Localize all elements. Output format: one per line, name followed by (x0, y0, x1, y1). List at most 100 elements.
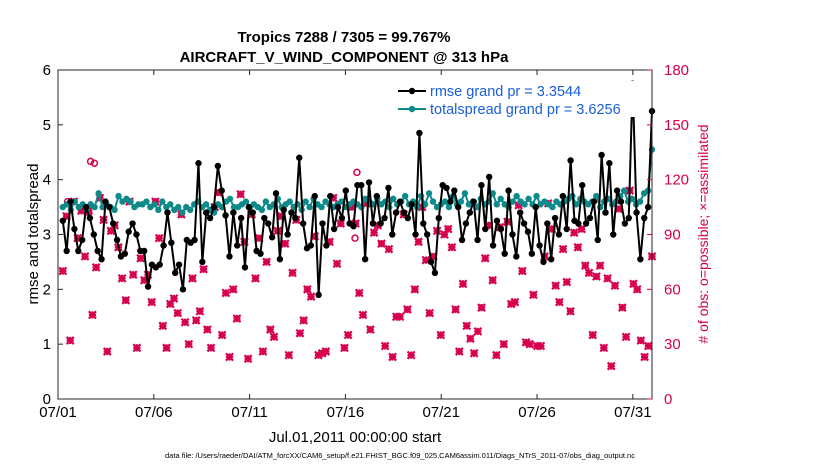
rmse-point (423, 231, 431, 238)
assimilated-obs-marker (188, 273, 197, 283)
totalspread-point (159, 198, 166, 205)
assimilated-obs-marker (228, 284, 238, 294)
rmse-point (86, 214, 94, 222)
assimilated-obs-marker (184, 339, 194, 349)
x-tick-label: 07/31 (614, 404, 652, 421)
rmse-point (586, 214, 594, 222)
totalspread-point (401, 192, 409, 200)
assimilated-obs-marker (358, 310, 368, 320)
y-tick-label: 5 (43, 117, 51, 134)
legend-spread-marker (408, 105, 416, 113)
totalspread-point (573, 201, 580, 208)
y-tick-label: 0 (43, 391, 51, 408)
obs-count-markers (58, 157, 657, 371)
assimilated-obs-marker (202, 325, 212, 334)
rmse-point (373, 192, 380, 200)
totalspread-point (429, 198, 437, 205)
possible-obs-marker (353, 168, 361, 177)
assimilated-obs-marker (584, 268, 594, 278)
assimilated-obs-marker (199, 264, 208, 274)
assimilated-obs-marker (395, 312, 405, 322)
assimilated-obs-marker (436, 330, 446, 340)
rmse-point (641, 214, 648, 222)
rmse-point (280, 206, 287, 214)
assimilated-obs-marker (606, 361, 616, 371)
right-y-tick-label: 180 (664, 62, 689, 79)
assimilated-obs-marker (617, 303, 627, 312)
assimilated-obs-marker (377, 239, 386, 249)
rmse-point (98, 255, 105, 263)
x-axis-label: Jul.01,2011 00:00:00 start (269, 429, 442, 446)
assimilated-obs-marker (225, 352, 234, 362)
rmse-point (261, 214, 268, 222)
assimilated-obs-marker (206, 343, 216, 353)
legend-rmse-label: rmse grand pr = 3.3544 (430, 84, 581, 100)
assimilated-obs-marker (332, 259, 342, 269)
totalspread-point (457, 198, 465, 205)
rmse-point (365, 179, 373, 186)
rmse-point (109, 220, 117, 227)
rmse-point (582, 220, 590, 227)
rmse-point (237, 214, 245, 222)
x-tick-label: 07/01 (39, 404, 77, 421)
totalspread-point (593, 192, 600, 200)
assimilated-obs-marker (180, 317, 190, 327)
chart-title-line2: AIRCRAFT_V_WIND_COMPONENT @ 313 hPa (180, 49, 510, 66)
totalspread-point (226, 195, 234, 203)
rmse-point (191, 236, 198, 244)
totalspread-point (525, 195, 532, 203)
assimilated-obs-marker (643, 341, 653, 351)
assimilated-obs-marker (621, 332, 631, 342)
assimilated-obs-marker (595, 261, 605, 270)
assimilated-obs-marker (499, 339, 509, 349)
rmse-point (369, 220, 377, 227)
rmse-point (513, 253, 520, 260)
rmse-point (319, 220, 326, 227)
right-y-tick-label: 90 (664, 227, 681, 244)
y-tick-label: 6 (43, 62, 51, 79)
totalspread-point (111, 206, 118, 214)
assimilated-obs-marker (365, 325, 375, 334)
assimilated-obs-marker (562, 277, 572, 287)
assimilated-obs-marker (410, 284, 420, 294)
rmse-point (199, 258, 206, 266)
totalspread-point (95, 190, 102, 197)
assimilated-obs-marker (258, 347, 268, 356)
x-tick-label: 07/26 (518, 404, 556, 421)
totalspread-point (521, 201, 528, 208)
legend: rmse grand pr = 3.3544 totalspread grand… (396, 81, 648, 118)
assimilated-obs-marker (466, 334, 475, 344)
rmse-point (249, 209, 256, 216)
assimilated-obs-marker (525, 339, 535, 349)
assimilated-obs-marker (447, 242, 457, 252)
rmse-point (203, 209, 210, 216)
assimilated-obs-marker (640, 352, 649, 362)
rmse-point (218, 187, 225, 194)
rmse-point (78, 236, 86, 244)
assimilated-obs-marker (236, 189, 246, 199)
assimilated-obs-marker (169, 294, 179, 303)
assimilated-obs-marker (384, 244, 394, 254)
rmse-point (644, 203, 652, 211)
rmse-point (590, 198, 598, 205)
assimilated-obs-marker (288, 268, 297, 278)
assimilated-obs-marker (88, 310, 97, 320)
rmse-point (555, 231, 563, 238)
rmse-point (179, 286, 187, 293)
assimilated-obs-marker (232, 314, 242, 323)
rmse-point (579, 181, 586, 189)
rmse-point (377, 220, 384, 227)
rmse-point (140, 247, 148, 255)
totalspread-point (445, 203, 453, 211)
assimilated-obs-marker (340, 343, 349, 353)
totalspread-point (91, 203, 98, 211)
rmse-point (447, 198, 454, 205)
rmse-point (133, 231, 140, 238)
rmse-point (334, 203, 342, 211)
rmse-point (621, 220, 629, 227)
assimilated-obs-marker (554, 297, 564, 307)
assimilated-obs-marker (295, 328, 305, 338)
assimilated-obs-marker (406, 350, 416, 360)
assimilated-obs-marker (165, 299, 175, 309)
rmse-point (400, 209, 408, 216)
